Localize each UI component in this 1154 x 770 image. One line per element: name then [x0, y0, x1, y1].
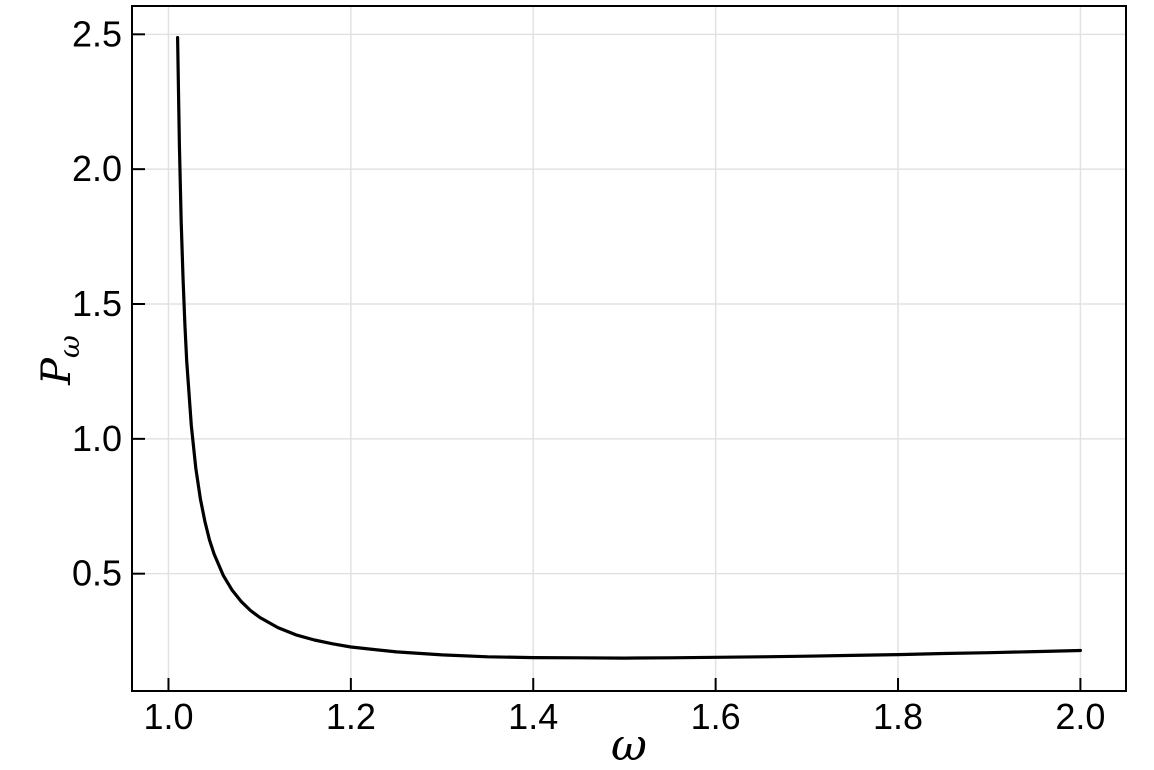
plot-frame — [131, 5, 1127, 692]
y-axis-label: Pω — [34, 335, 86, 385]
x-axis-label: ω — [611, 720, 647, 770]
y-tick-label: 1.5 — [72, 283, 122, 324]
x-tick-label: 1.2 — [326, 696, 376, 737]
y-axis-label-main: P — [34, 357, 80, 385]
y-axis-label-subscript: ω — [53, 335, 86, 358]
x-tick-label: 1.4 — [508, 696, 558, 737]
series-line — [176, 35, 1083, 660]
x-tick-label: 1.0 — [143, 696, 193, 737]
x-tick-label: 1.6 — [691, 696, 741, 737]
y-tick-label: 2.5 — [72, 13, 122, 54]
x-tick-label: 1.8 — [873, 696, 923, 737]
y-tick-label: 0.5 — [72, 553, 122, 594]
x-tick-label: 2.0 — [1055, 696, 1105, 737]
y-tick-label: 1.0 — [72, 418, 122, 459]
y-tick-label: 2.0 — [72, 148, 122, 189]
